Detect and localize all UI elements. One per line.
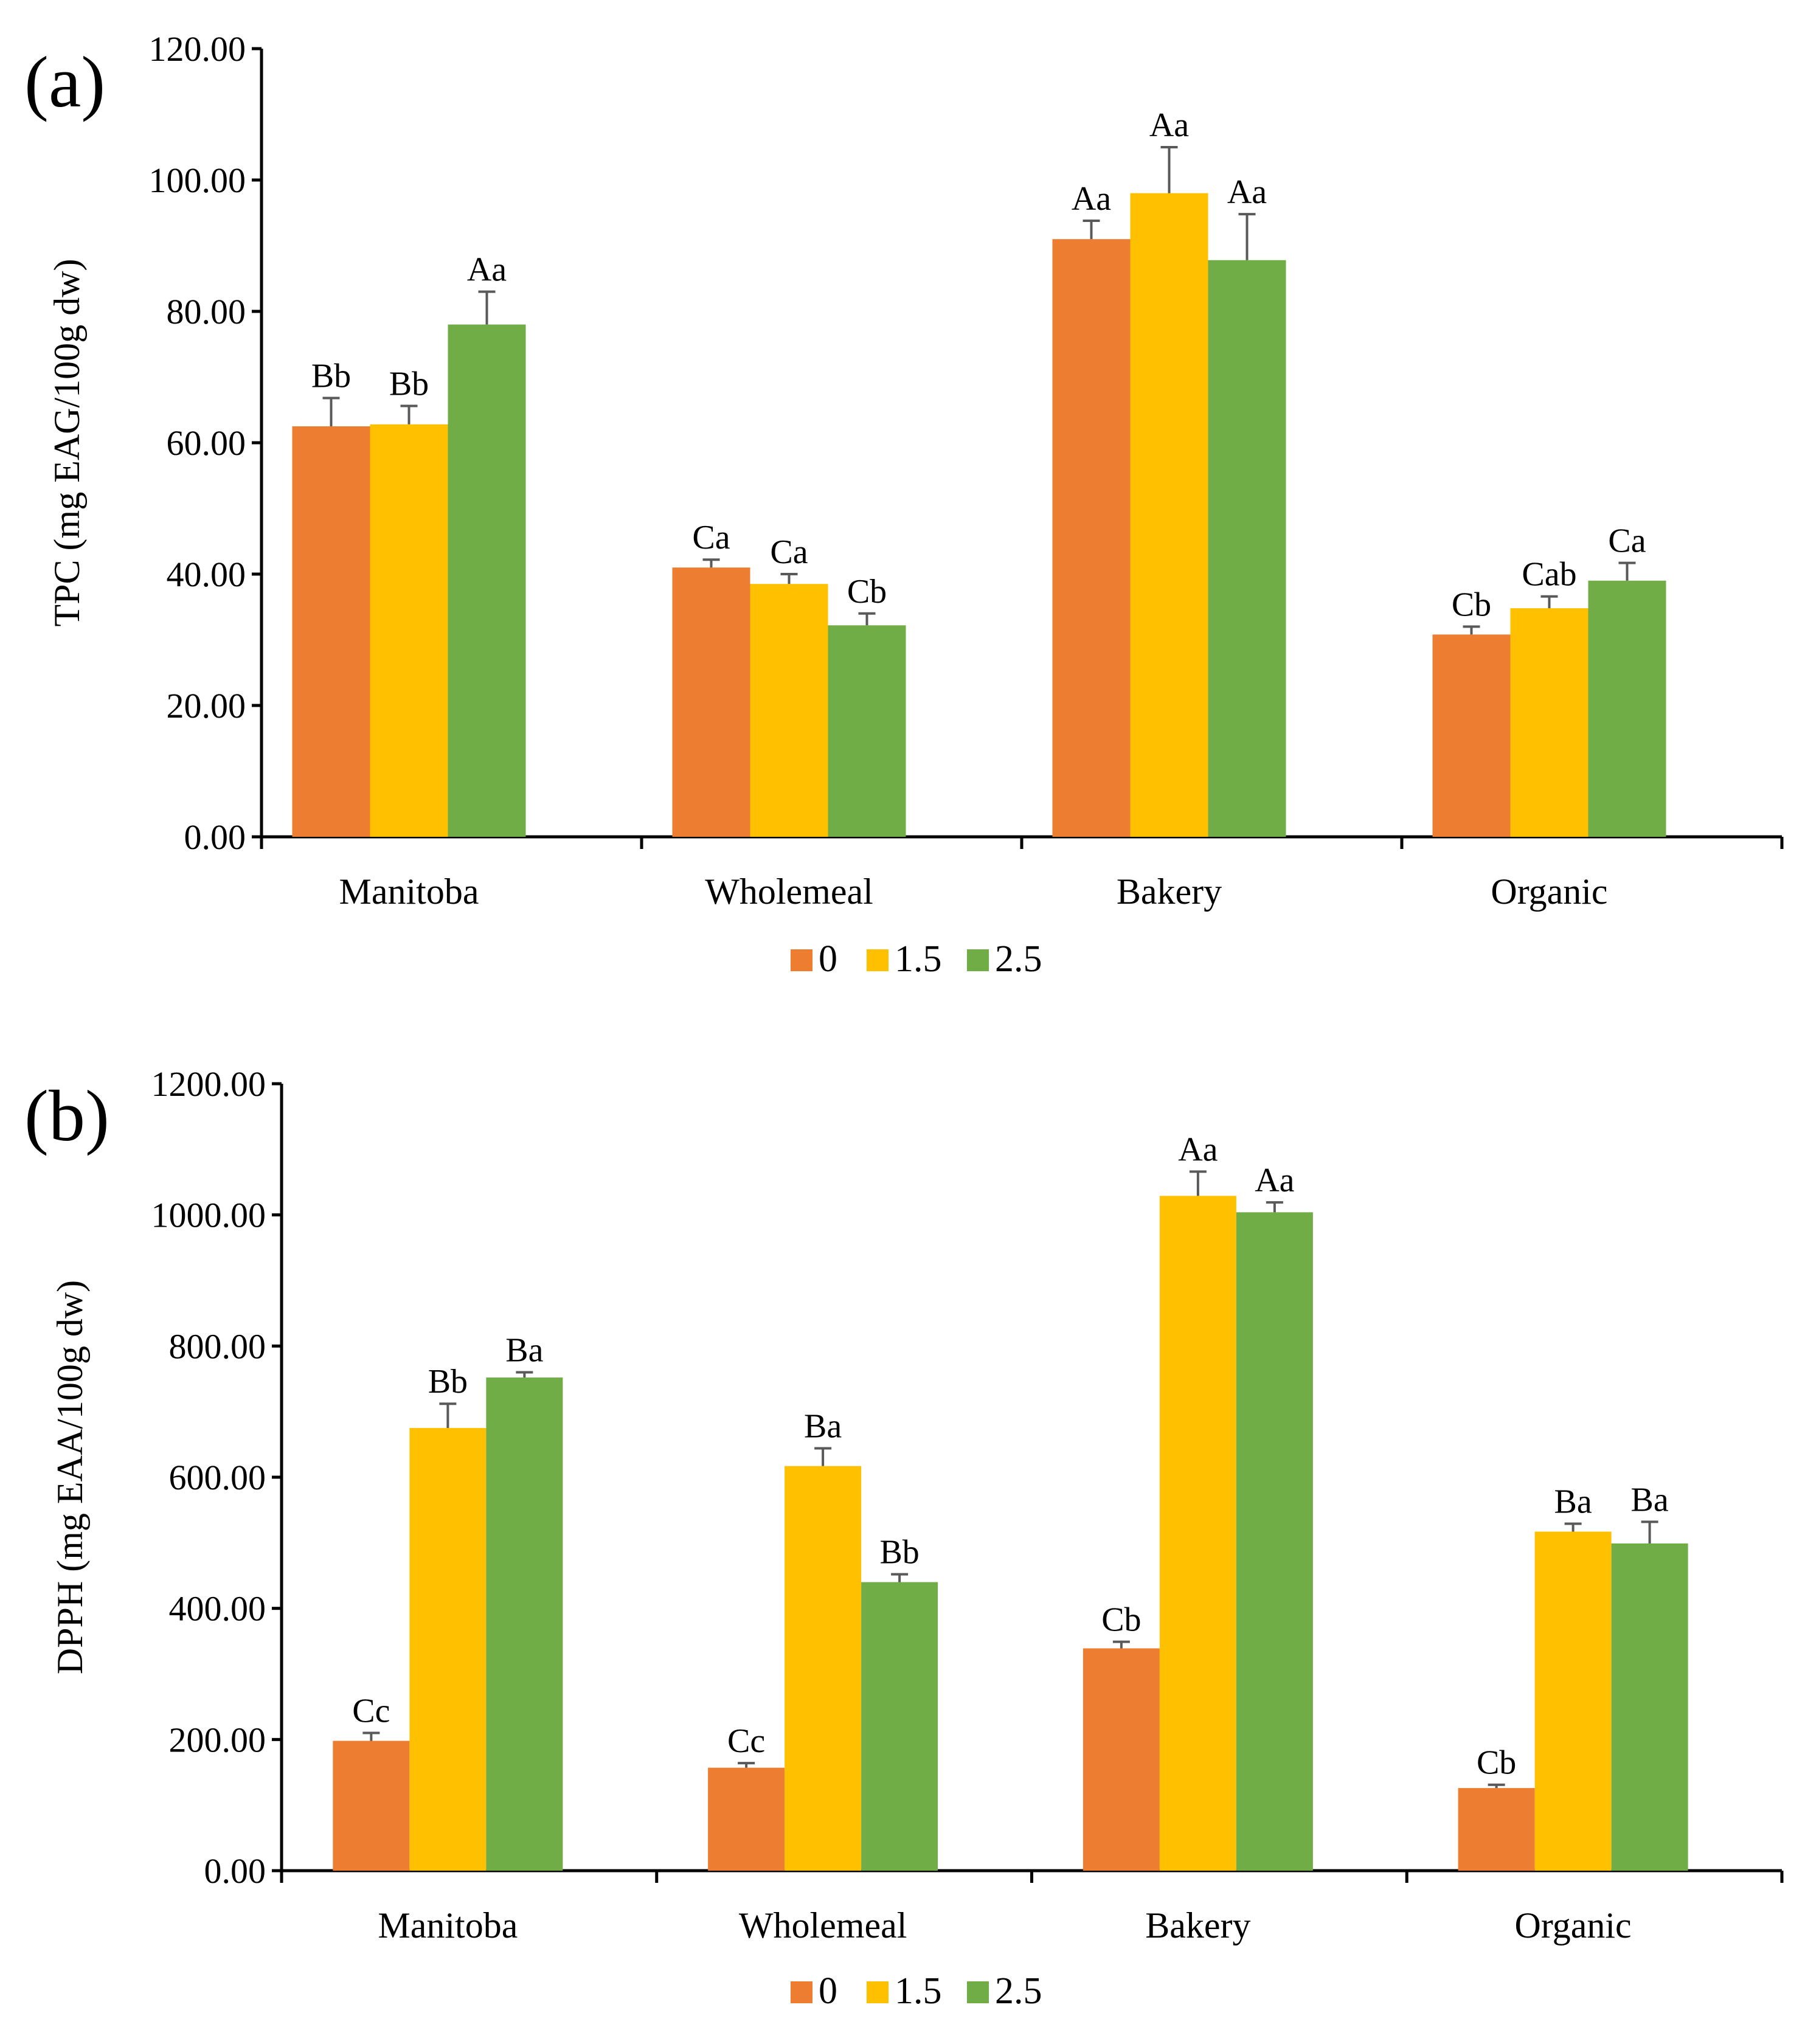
significance-label: Cc [727, 1722, 765, 1760]
x-category-label: Organic [1491, 871, 1607, 912]
legend-label: 1.5 [895, 1970, 942, 2012]
significance-label: Cc [352, 1692, 390, 1730]
significance-label: Ba [1631, 1481, 1669, 1519]
significance-label: Bb [389, 365, 429, 403]
significance-label: Ba [505, 1331, 543, 1369]
bar-0-organic [1458, 1788, 1535, 1871]
legend-swatch-0 [791, 1981, 812, 2003]
significance-label: Cb [1101, 1601, 1141, 1639]
significance-label: Aa [1255, 1162, 1294, 1199]
bar-0-manitoba [333, 1741, 410, 1871]
bar-1.5-organic [1534, 1531, 1612, 1871]
significance-label: Bb [311, 358, 351, 395]
y-axis-title: DPPH (mg EAA/100g dw) [50, 1280, 90, 1674]
bar-0-manitoba [292, 426, 370, 837]
legend-label: 2.5 [995, 1970, 1042, 2012]
significance-label: Cb [847, 573, 887, 611]
legend-swatch-1.5 [867, 1981, 889, 2003]
bar-1.5-manitoba [409, 1428, 487, 1871]
y-tick-label: 400.00 [169, 1589, 266, 1629]
legend-swatch-1.5 [867, 949, 889, 971]
significance-label: Ba [1554, 1483, 1592, 1521]
y-tick-label: 1000.00 [151, 1196, 266, 1235]
legend-label: 0 [819, 1970, 837, 2012]
bar-1.5-bakery [1130, 193, 1208, 837]
bar-2.5-manitoba [486, 1377, 563, 1871]
legend-label: 1.5 [895, 938, 942, 980]
legend-label: 0 [819, 938, 837, 980]
y-tick-label: 800.00 [169, 1326, 266, 1366]
significance-label: Bb [879, 1534, 919, 1571]
y-tick-label: 600.00 [169, 1458, 266, 1497]
y-tick-label: 200.00 [169, 1720, 266, 1759]
x-category-label: Wholemeal [739, 1905, 907, 1945]
significance-label: Cb [1452, 586, 1491, 623]
bar-0-bakery [1083, 1648, 1160, 1871]
x-category-label: Wholemeal [705, 871, 873, 912]
significance-label: Bb [428, 1363, 468, 1401]
chart-panel-a: (a) TPC (mg EAG/100g dw) 0.00 20.00 40.00 60.… [24, 29, 1784, 980]
y-tick-label: 100.00 [149, 161, 246, 200]
bar-1.5-organic [1510, 608, 1588, 837]
legend-swatch-0 [791, 949, 812, 971]
bar-1.5-bakery [1159, 1196, 1236, 1871]
x-category-label: Manitoba [339, 871, 479, 912]
significance-label: Aa [1149, 106, 1189, 144]
x-category-label: Manitoba [378, 1905, 518, 1945]
x-category-label: Bakery [1145, 1905, 1250, 1945]
y-tick-label: 80.00 [167, 292, 246, 331]
bar-1.5-wholemeal [785, 1466, 862, 1871]
legend: 0 1.5 2.5 [791, 1970, 1042, 2012]
panel-label: (b) [24, 1075, 109, 1156]
y-tick-label: 20.00 [167, 686, 246, 726]
bar-2.5-wholemeal [828, 625, 906, 837]
significance-label: Cb [1477, 1744, 1516, 1782]
chart-panel-b: (b) DPPH (mg EAA/100g dw) 0.00 200.00 400.00… [24, 1064, 1784, 2012]
legend-swatch-2.5 [967, 1981, 989, 2003]
y-tick-label: 0.00 [184, 817, 246, 857]
bar-2.5-manitoba [448, 324, 526, 837]
y-axis-title: TPC (mg EAG/100g dw) [47, 259, 87, 627]
significance-label: Aa [1178, 1131, 1218, 1168]
bar-2.5-wholemeal [861, 1582, 938, 1871]
legend-swatch-2.5 [967, 949, 989, 971]
bar-2.5-bakery [1236, 1212, 1313, 1871]
significance-label: Cab [1522, 556, 1576, 594]
bar-0-wholemeal [708, 1767, 785, 1871]
bar-1.5-manitoba [370, 424, 448, 837]
x-category-label: Organic [1515, 1905, 1632, 1945]
significance-label: Ca [1608, 522, 1646, 560]
x-category-label: Bakery [1117, 871, 1222, 912]
legend: 0 1.5 2.5 [791, 938, 1042, 980]
y-tick-label: 1200.00 [151, 1064, 266, 1104]
bar-2.5-organic [1611, 1543, 1688, 1871]
significance-label: Ba [804, 1408, 842, 1446]
bar-0-bakery [1052, 239, 1131, 837]
bar-2.5-bakery [1208, 260, 1286, 837]
panel-label: (a) [24, 41, 105, 122]
y-tick-label: 40.00 [167, 555, 246, 594]
y-tick-label: 120.00 [149, 29, 246, 69]
legend-label: 2.5 [995, 938, 1042, 980]
significance-label: Aa [467, 251, 507, 289]
significance-label: Ca [692, 519, 730, 556]
significance-label: Ca [770, 533, 808, 571]
bar-0-organic [1432, 634, 1511, 837]
bar-1.5-wholemeal [750, 584, 828, 837]
significance-label: Aa [1072, 180, 1111, 218]
significance-label: Aa [1227, 173, 1267, 211]
bar-2.5-organic [1588, 580, 1666, 837]
bar-0-wholemeal [672, 567, 750, 837]
y-tick-label: 60.00 [167, 423, 246, 463]
y-tick-label: 0.00 [204, 1851, 266, 1891]
